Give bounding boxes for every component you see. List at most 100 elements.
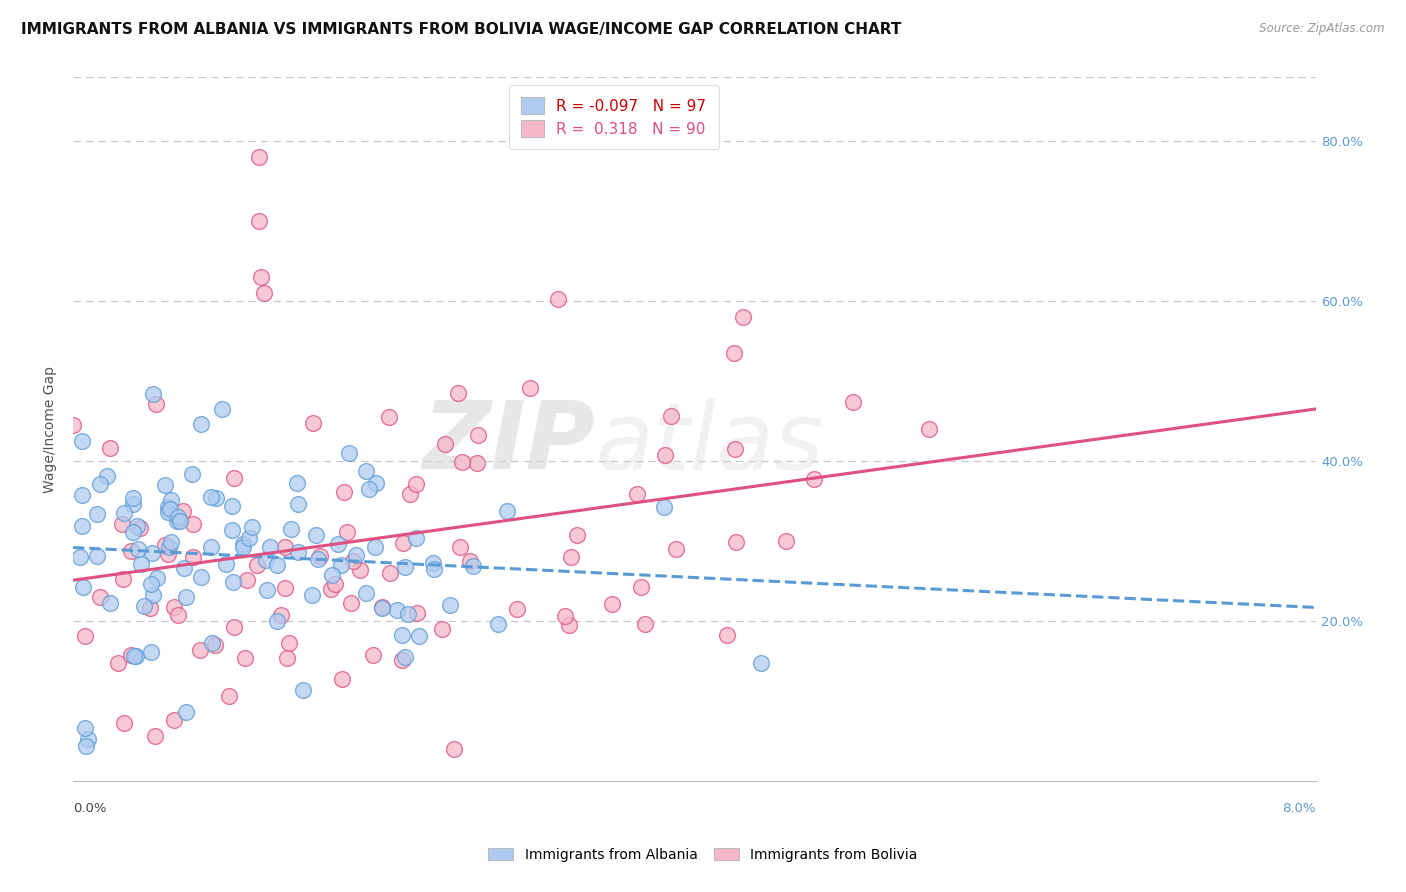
Point bbox=[652, 500, 675, 514]
Point bbox=[145, 397, 167, 411]
Point bbox=[276, 650, 298, 665]
Point bbox=[111, 516, 134, 531]
Point bbox=[122, 649, 145, 664]
Point bbox=[270, 607, 292, 622]
Point bbox=[122, 491, 145, 505]
Point bbox=[405, 606, 427, 620]
Point bbox=[391, 628, 413, 642]
Point bbox=[222, 471, 245, 485]
Point bbox=[121, 497, 143, 511]
Point bbox=[222, 619, 245, 633]
Point bbox=[378, 566, 401, 580]
Point bbox=[274, 540, 297, 554]
Point bbox=[775, 533, 797, 548]
Point bbox=[76, 732, 98, 747]
Point bbox=[385, 602, 408, 616]
Point bbox=[174, 591, 197, 605]
Point bbox=[112, 506, 135, 520]
Point bbox=[392, 536, 415, 550]
Point bbox=[291, 682, 314, 697]
Point bbox=[325, 577, 347, 591]
Point bbox=[111, 572, 134, 586]
Point bbox=[277, 636, 299, 650]
Point bbox=[75, 739, 97, 753]
Point bbox=[280, 522, 302, 536]
Point bbox=[181, 549, 204, 564]
Point bbox=[156, 500, 179, 515]
Point bbox=[107, 656, 129, 670]
Point bbox=[247, 214, 270, 228]
Point bbox=[339, 597, 361, 611]
Point bbox=[181, 467, 204, 482]
Point bbox=[626, 487, 648, 501]
Point bbox=[143, 729, 166, 743]
Point bbox=[422, 556, 444, 570]
Point bbox=[156, 505, 179, 519]
Point bbox=[221, 574, 243, 589]
Point bbox=[232, 540, 254, 554]
Point bbox=[342, 554, 364, 568]
Text: 0.0%: 0.0% bbox=[73, 802, 107, 815]
Point bbox=[443, 742, 465, 756]
Text: IMMIGRANTS FROM ALBANIA VS IMMIGRANTS FROM BOLIVIA WAGE/INCOME GAP CORRELATION C: IMMIGRANTS FROM ALBANIA VS IMMIGRANTS FR… bbox=[21, 22, 901, 37]
Point bbox=[330, 558, 353, 572]
Legend: R = -0.097   N = 97, R =  0.318   N = 90: R = -0.097 N = 97, R = 0.318 N = 90 bbox=[509, 85, 718, 149]
Point bbox=[163, 599, 186, 614]
Point bbox=[120, 648, 142, 662]
Point bbox=[305, 528, 328, 542]
Point bbox=[69, 549, 91, 564]
Point bbox=[160, 492, 183, 507]
Point bbox=[247, 150, 270, 164]
Point bbox=[519, 381, 541, 395]
Point bbox=[405, 477, 427, 491]
Point bbox=[361, 648, 384, 663]
Text: ZIP: ZIP bbox=[422, 397, 595, 490]
Point bbox=[370, 600, 392, 615]
Legend: Immigrants from Albania, Immigrants from Bolivia: Immigrants from Albania, Immigrants from… bbox=[482, 842, 924, 867]
Point bbox=[336, 524, 359, 539]
Y-axis label: Wage/Income Gap: Wage/Income Gap bbox=[44, 366, 58, 492]
Point bbox=[659, 409, 682, 423]
Point bbox=[62, 417, 84, 432]
Point bbox=[138, 601, 160, 615]
Point bbox=[70, 434, 93, 448]
Point bbox=[634, 617, 657, 632]
Point bbox=[96, 469, 118, 483]
Point bbox=[731, 310, 754, 325]
Point bbox=[716, 628, 738, 642]
Point bbox=[254, 552, 277, 566]
Point bbox=[600, 597, 623, 611]
Point bbox=[159, 501, 181, 516]
Point bbox=[547, 292, 569, 306]
Point bbox=[120, 543, 142, 558]
Point bbox=[301, 588, 323, 602]
Point bbox=[166, 514, 188, 528]
Point bbox=[496, 504, 519, 518]
Point bbox=[127, 542, 149, 557]
Point bbox=[153, 477, 176, 491]
Point bbox=[430, 622, 453, 636]
Point bbox=[174, 706, 197, 720]
Point bbox=[458, 554, 481, 568]
Point bbox=[630, 580, 652, 594]
Point bbox=[132, 599, 155, 613]
Point bbox=[89, 476, 111, 491]
Point bbox=[319, 582, 342, 596]
Point bbox=[259, 540, 281, 554]
Point bbox=[506, 601, 529, 615]
Point bbox=[218, 689, 240, 703]
Point bbox=[221, 499, 243, 513]
Point bbox=[139, 577, 162, 591]
Point bbox=[72, 580, 94, 594]
Point bbox=[391, 652, 413, 666]
Point bbox=[172, 504, 194, 518]
Point bbox=[803, 472, 825, 486]
Point bbox=[371, 599, 394, 614]
Point bbox=[75, 629, 97, 643]
Point bbox=[554, 608, 576, 623]
Point bbox=[246, 558, 269, 572]
Point bbox=[112, 715, 135, 730]
Point bbox=[190, 570, 212, 584]
Point bbox=[141, 546, 163, 560]
Point bbox=[253, 286, 276, 301]
